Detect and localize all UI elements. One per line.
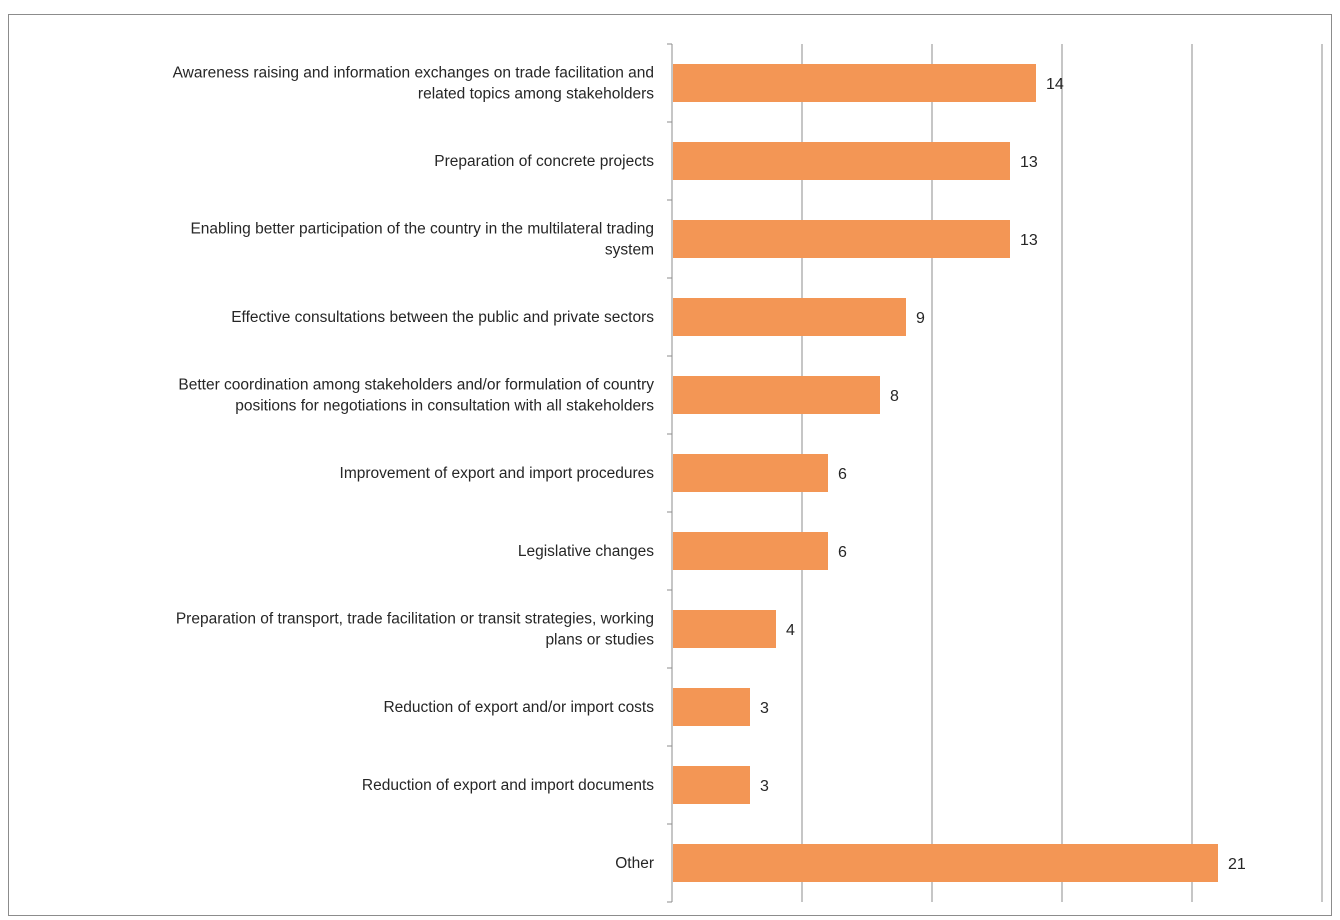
bar [673,454,828,492]
bar [673,64,1036,102]
data-label: 13 [1020,154,1038,171]
bar [673,844,1218,882]
category-label: Other [615,855,654,872]
category-label: Better coordination among stakeholders a… [178,377,654,415]
data-labels: 14 13 13 9 8 6 6 4 3 3 21 [760,76,1246,873]
bar [673,220,1010,258]
category-label: Preparation of concrete projects [434,153,654,170]
data-label: 13 [1020,232,1038,249]
category-label: Effective consultations between the publ… [231,309,654,326]
bar [673,376,880,414]
chart-frame [8,14,1332,916]
bar [673,142,1010,180]
category-label: Reduction of export and/or import costs [383,699,654,716]
data-label: 4 [786,622,795,639]
category-axis [667,43,673,903]
data-label: 3 [760,778,769,795]
bar [673,610,776,648]
bar [673,298,906,336]
bar [673,688,750,726]
category-label: Preparation of transport, trade facilita… [176,611,654,649]
data-label: 21 [1228,856,1246,873]
category-label: Awareness raising and information exchan… [173,65,655,103]
category-label: Enabling better participation of the cou… [190,221,654,259]
data-label: 8 [890,388,899,405]
category-label: Legislative changes [518,543,654,560]
data-label: 6 [838,466,847,483]
data-label: 9 [916,310,925,327]
bars [673,64,1218,882]
data-label: 6 [838,544,847,561]
gridlines [801,44,1323,902]
data-label: 3 [760,700,769,717]
data-label: 14 [1046,76,1064,93]
category-label: Reduction of export and import documents [362,777,654,794]
category-labels: Awareness raising and information exchan… [173,65,655,873]
bar [673,766,750,804]
bar [673,532,828,570]
category-label: Improvement of export and import procedu… [340,465,655,482]
